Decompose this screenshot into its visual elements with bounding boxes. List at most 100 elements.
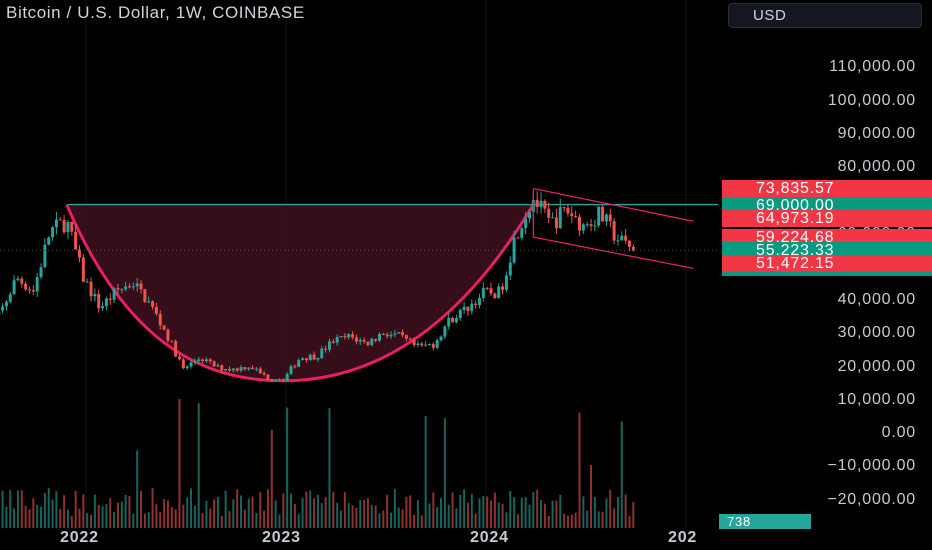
time-tick-label: 2023 [262, 529, 301, 546]
candle-body-88 [320, 348, 324, 359]
candle-body-49 [170, 340, 174, 342]
price-tick-label: 110,000.00 [829, 58, 916, 76]
candle-body-51 [177, 356, 181, 360]
candle-body-12 [27, 289, 31, 291]
candle-body-66 [235, 368, 239, 371]
candle-body-141 [524, 218, 528, 229]
volume-bar-45 [155, 504, 158, 528]
volume-bar-68 [243, 509, 246, 528]
candle-body-167 [624, 235, 628, 241]
volume-bar-162 [605, 498, 608, 528]
candle-body-153 [570, 213, 574, 217]
currency-button[interactable]: USD [728, 3, 922, 28]
descending-channel[interactable] [532, 187, 694, 270]
time-tick-label: 2022 [60, 529, 99, 546]
volume-bar-78 [282, 493, 285, 528]
candle-body-75 [270, 379, 274, 381]
volume-bar-46 [159, 511, 162, 528]
volume-bar-84 [305, 491, 308, 528]
candle-body-76 [274, 379, 278, 381]
volume-bar-51 [178, 399, 181, 528]
volume-bar-48 [166, 500, 169, 528]
candle-body-38 [127, 286, 131, 288]
candle-body-16 [43, 244, 47, 268]
volume-bar-119 [440, 498, 443, 528]
volume-bar-22 [66, 509, 69, 528]
volume-bar-36 [120, 501, 123, 528]
candle-body-147 [547, 208, 551, 218]
candle-body-128 [474, 303, 478, 306]
price-badge-value: 69,000.00 [756, 196, 835, 214]
price-badge-value: 73,835.57 [756, 180, 835, 198]
volume-bar-142 [528, 504, 531, 528]
candle-body-90 [327, 341, 331, 350]
candle-body-72 [258, 368, 262, 373]
volume-bar-110 [405, 496, 408, 528]
candle-body-82 [297, 359, 301, 367]
candle-body-56 [197, 359, 201, 362]
candle-body-161 [601, 206, 605, 222]
volume-bar-86 [313, 498, 316, 528]
candle-body-34 [112, 288, 116, 300]
volume-bar-133 [493, 492, 496, 528]
candle-body-131 [485, 287, 489, 289]
volume-bar-149 [555, 500, 558, 528]
price-badge-value: 64,973.19 [756, 209, 835, 227]
candle-body-61 [216, 365, 220, 367]
candle-body-69 [247, 367, 251, 370]
volume-bar-77 [278, 514, 281, 528]
volume-bar-17 [47, 488, 50, 528]
volume-bar-90 [328, 408, 331, 528]
volume-bar-18 [51, 499, 54, 528]
candle-body-11 [24, 283, 28, 290]
volume-bar-126 [466, 502, 469, 528]
candle-body-150 [558, 207, 562, 229]
candle-body-87 [316, 358, 320, 360]
candle-body-47 [162, 325, 166, 330]
channel-upper-line[interactable] [533, 187, 694, 222]
volume-bar-118 [436, 507, 439, 528]
volume-bar-137 [509, 491, 512, 528]
candle-body-86 [312, 354, 316, 360]
candle-body-20 [58, 219, 62, 221]
volume-bar-55 [193, 505, 196, 528]
candle-body-146 [543, 200, 547, 209]
candle-body-116 [427, 344, 431, 346]
volume-bar-91 [332, 491, 335, 528]
candle-body-54 [189, 362, 193, 367]
candle-body-168 [627, 240, 631, 247]
volume-bar-80 [290, 493, 293, 528]
candle-body-123 [454, 317, 458, 323]
volume-bar-28 [90, 514, 93, 528]
candle-body-107 [393, 333, 397, 335]
price-axis-badge: 69,000.00 [722, 196, 932, 214]
candle-body-112 [412, 339, 416, 346]
volume-bar-111 [409, 495, 412, 528]
volume-bar-130 [482, 495, 485, 528]
price-tick-label: 80,000.00 [837, 158, 916, 175]
candle-body-57 [201, 359, 205, 362]
volume-bar-103 [378, 513, 381, 528]
volume-bar-157 [586, 510, 589, 528]
candle-body-102 [374, 338, 378, 341]
candle-body-62 [220, 365, 224, 371]
volume-bar-59 [209, 508, 212, 528]
volume-bar-15 [40, 506, 43, 528]
candle-body-134 [497, 286, 501, 298]
candle-body-104 [381, 333, 385, 335]
volume-bar-49 [170, 507, 173, 528]
candle-body-127 [470, 303, 474, 312]
price-tick-label: 0.00 [881, 424, 916, 441]
volume-bar-42 [143, 513, 146, 528]
volume-bar-26 [82, 494, 85, 528]
candle-body-110 [404, 335, 408, 339]
volume-bar-117 [432, 492, 435, 528]
candle-body-96 [351, 334, 355, 338]
channel-lower-line[interactable] [533, 236, 694, 270]
candle-body-36 [120, 289, 124, 291]
price-axis-badge: 59,224.68 [722, 229, 932, 247]
volume-bar-47 [163, 499, 166, 528]
candle-body-169 [631, 246, 635, 251]
candle-body-126 [466, 306, 470, 312]
